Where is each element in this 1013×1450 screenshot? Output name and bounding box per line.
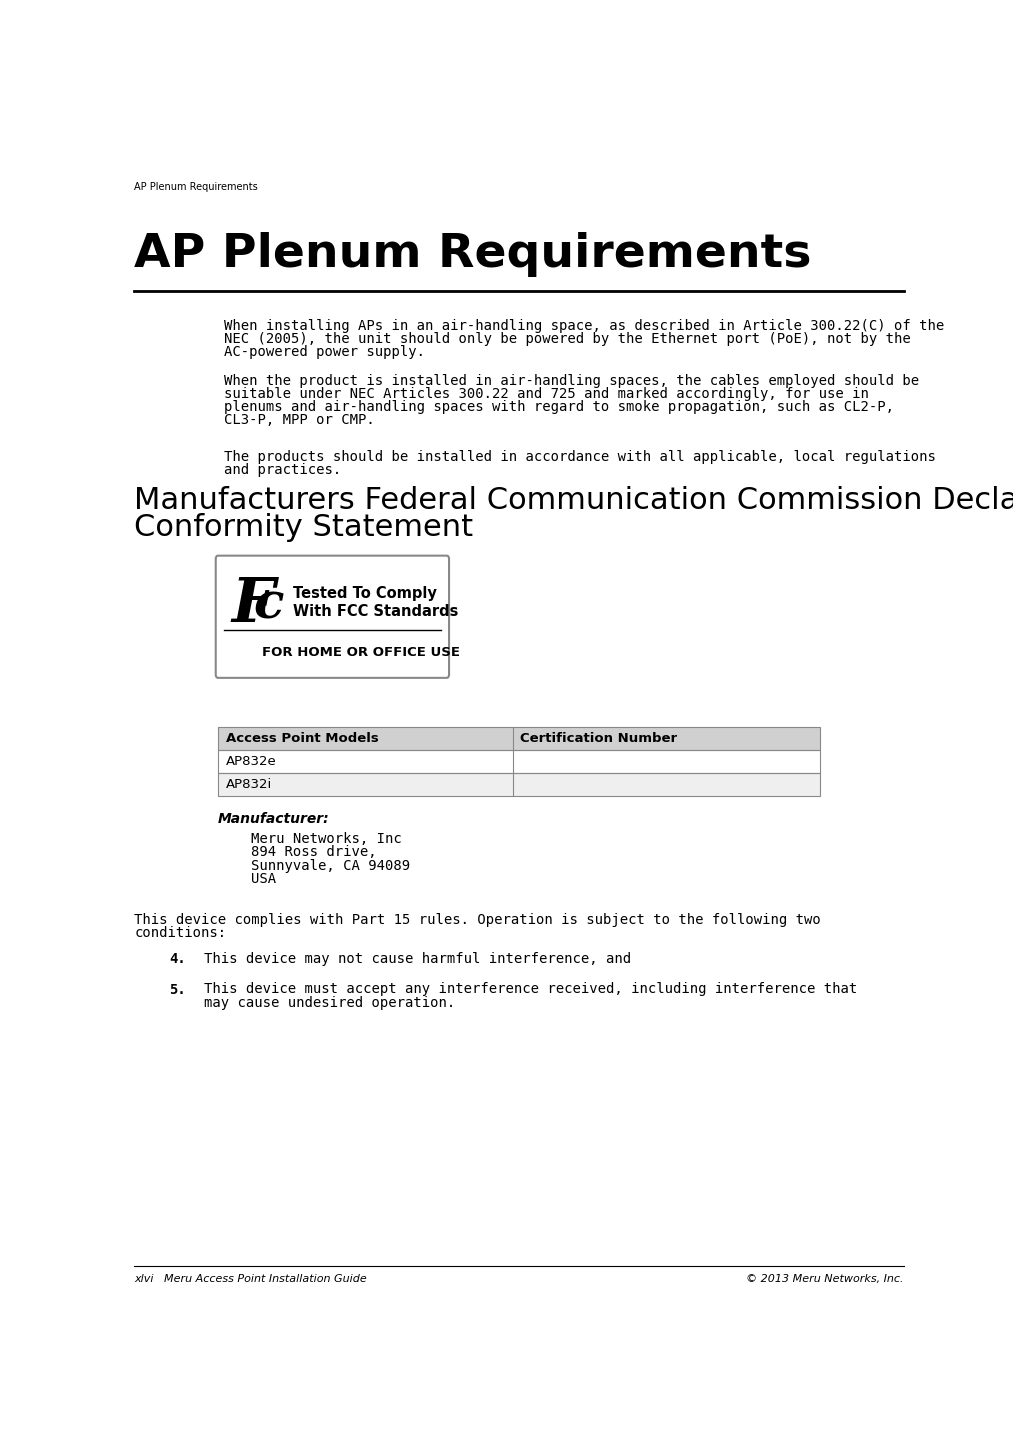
Text: xlvi   Meru Access Point Installation Guide: xlvi Meru Access Point Installation Guid…: [135, 1273, 367, 1283]
Bar: [218, 726, 821, 750]
Text: When installing APs in an air-handling space, as described in Article 300.22(C) : When installing APs in an air-handling s…: [224, 319, 944, 332]
Text: Certification Number: Certification Number: [521, 732, 678, 745]
Text: AP832e: AP832e: [226, 755, 277, 768]
Text: USA: USA: [250, 871, 276, 886]
Text: conditions:: conditions:: [135, 927, 227, 940]
Text: AP Plenum Requirements: AP Plenum Requirements: [135, 181, 258, 191]
Text: AC-powered power supply.: AC-powered power supply.: [224, 345, 424, 360]
Text: With FCC Standards: With FCC Standards: [293, 603, 459, 619]
Text: NEC (2005), the unit should only be powered by the Ethernet port (PoE), not by t: NEC (2005), the unit should only be powe…: [224, 332, 911, 347]
Text: FOR HOME OR OFFICE USE: FOR HOME OR OFFICE USE: [262, 647, 460, 660]
Bar: [218, 773, 821, 796]
Text: c: c: [253, 580, 284, 629]
Text: and practices.: and practices.: [224, 463, 340, 477]
Text: AP Plenum Requirements: AP Plenum Requirements: [135, 232, 811, 277]
Text: suitable under NEC Articles 300.22 and 725 and marked accordingly, for use in: suitable under NEC Articles 300.22 and 7…: [224, 387, 868, 402]
Text: Manufacturer:: Manufacturer:: [218, 812, 329, 825]
Text: plenums and air-handling spaces with regard to smoke propagation, such as CL2-P,: plenums and air-handling spaces with reg…: [224, 400, 893, 415]
Text: Access Point Models: Access Point Models: [226, 732, 379, 745]
Bar: [218, 750, 821, 773]
Text: AP832i: AP832i: [226, 779, 272, 792]
Text: This device must accept any interference received, including interference that: This device must accept any interference…: [205, 983, 857, 996]
Text: may cause undesired operation.: may cause undesired operation.: [205, 996, 456, 1009]
Text: 4.: 4.: [169, 951, 186, 966]
Text: F: F: [231, 576, 275, 635]
Text: This device may not cause harmful interference, and: This device may not cause harmful interf…: [205, 951, 631, 966]
Text: Conformity Statement: Conformity Statement: [135, 513, 473, 542]
Bar: [218, 726, 821, 750]
Text: When the product is installed in air-handling spaces, the cables employed should: When the product is installed in air-han…: [224, 374, 919, 389]
Text: 894 Ross drive,: 894 Ross drive,: [250, 845, 376, 860]
Text: © 2013 Meru Networks, Inc.: © 2013 Meru Networks, Inc.: [747, 1273, 904, 1283]
Text: The products should be installed in accordance with all applicable, local regula: The products should be installed in acco…: [224, 450, 935, 464]
Text: Tested To Comply: Tested To Comply: [293, 586, 438, 602]
Text: Manufacturers Federal Communication Commission Declaration of: Manufacturers Federal Communication Comm…: [135, 486, 1013, 515]
Bar: [218, 773, 821, 796]
Text: Meru Networks, Inc: Meru Networks, Inc: [250, 832, 401, 847]
Bar: [218, 750, 821, 773]
Text: This device complies with Part 15 rules. Operation is subject to the following t: This device complies with Part 15 rules.…: [135, 914, 822, 927]
Text: 5.: 5.: [169, 983, 186, 996]
Text: CL3-P, MPP or CMP.: CL3-P, MPP or CMP.: [224, 413, 374, 428]
FancyBboxPatch shape: [216, 555, 449, 677]
Text: Sunnyvale, CA 94089: Sunnyvale, CA 94089: [250, 858, 409, 873]
